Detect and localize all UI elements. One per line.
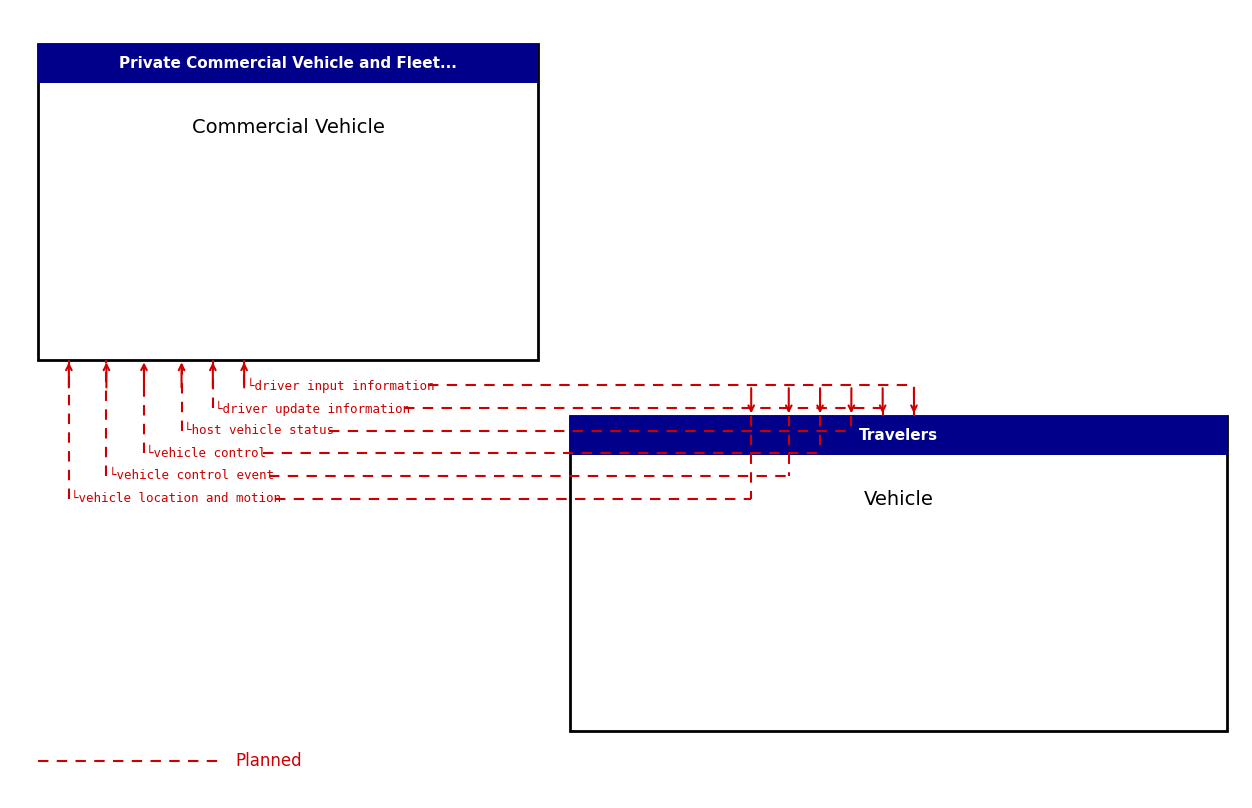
Bar xyxy=(38,44,538,360)
Text: └driver input information: └driver input information xyxy=(247,378,434,393)
Text: Vehicle: Vehicle xyxy=(864,490,933,509)
Text: └host vehicle status: └host vehicle status xyxy=(184,424,334,437)
Text: Private Commercial Vehicle and Fleet...: Private Commercial Vehicle and Fleet... xyxy=(119,57,457,71)
Bar xyxy=(570,416,1227,731)
Bar xyxy=(570,416,1227,455)
Text: Planned: Planned xyxy=(235,752,302,770)
Text: └vehicle control event: └vehicle control event xyxy=(109,469,274,482)
Text: └vehicle location and motion: └vehicle location and motion xyxy=(71,492,282,505)
Text: └vehicle control: └vehicle control xyxy=(146,447,267,460)
Bar xyxy=(38,44,538,83)
Text: Commercial Vehicle: Commercial Vehicle xyxy=(192,118,384,137)
Text: Travelers: Travelers xyxy=(859,428,938,443)
Text: └driver update information: └driver update information xyxy=(215,401,411,415)
